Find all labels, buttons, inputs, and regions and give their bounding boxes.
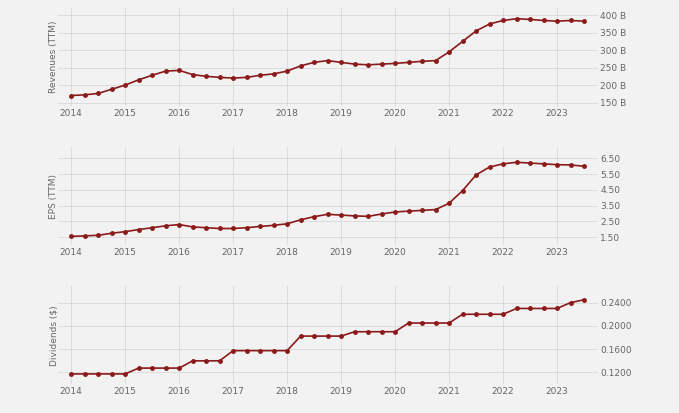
- Y-axis label: Revenues (TTM): Revenues (TTM): [49, 21, 58, 93]
- Y-axis label: Dividends ($): Dividends ($): [49, 305, 58, 366]
- Y-axis label: EPS (TTM): EPS (TTM): [49, 174, 58, 218]
